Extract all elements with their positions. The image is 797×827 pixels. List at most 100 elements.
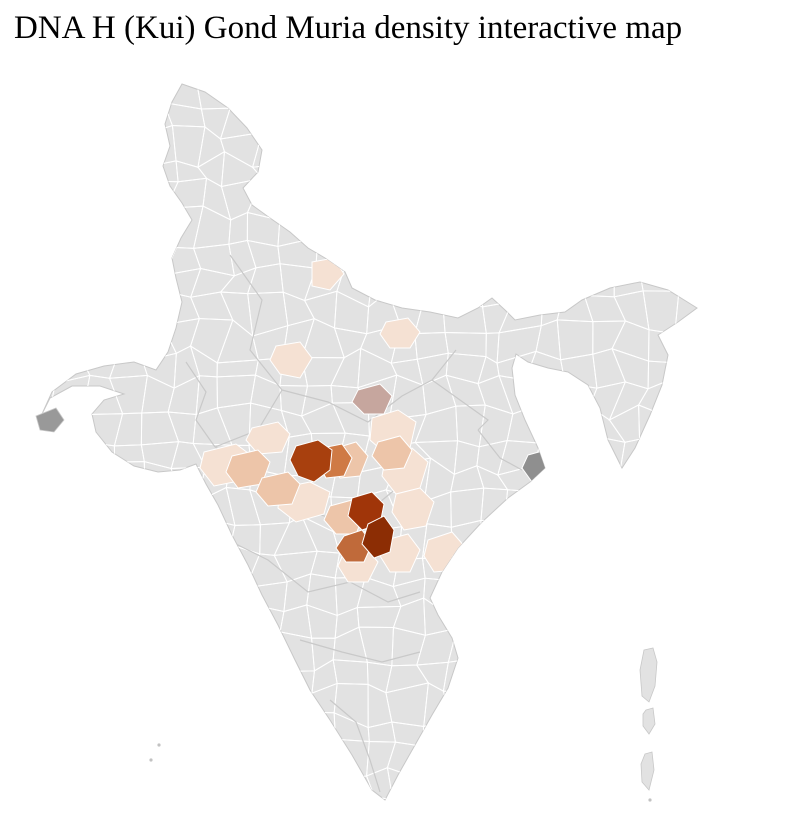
district-cell[interactable]: [138, 578, 176, 617]
district-cell[interactable]: [136, 635, 179, 661]
district-cell[interactable]: [444, 579, 476, 614]
district-cell[interactable]: [671, 542, 697, 585]
district-cell[interactable]: [48, 688, 86, 720]
district-cell[interactable]: [502, 543, 544, 577]
district-cell[interactable]: [26, 741, 55, 774]
district-cell[interactable]: [364, 242, 394, 273]
andaman-south[interactable]: [640, 751, 655, 791]
district-cell[interactable]: [695, 468, 735, 495]
district-cell[interactable]: [386, 797, 426, 827]
district-cell[interactable]: [133, 293, 178, 331]
district-cell[interactable]: [499, 605, 544, 639]
district-cell[interactable]: [497, 96, 530, 139]
district-cell[interactable]: [79, 607, 118, 644]
district-cell[interactable]: [700, 439, 726, 473]
district-cell[interactable]: [105, 320, 144, 363]
district-cell[interactable]: [525, 74, 568, 103]
district-cell[interactable]: [560, 659, 588, 701]
district-cell[interactable]: [23, 150, 61, 197]
district-cell[interactable]: [104, 72, 144, 111]
district-cell[interactable]: [504, 514, 539, 555]
district-cell[interactable]: [511, 265, 544, 303]
district-cell[interactable]: [641, 569, 676, 614]
district-cell[interactable]: [676, 208, 701, 241]
district-cell[interactable]: [583, 660, 622, 690]
district-cell[interactable]: [442, 690, 476, 721]
district-cell[interactable]: [668, 352, 705, 381]
district-cell[interactable]: [177, 632, 203, 664]
district-cell[interactable]: [524, 379, 566, 407]
district-cell[interactable]: [118, 542, 148, 587]
district-cell[interactable]: [59, 190, 96, 215]
district-cell[interactable]: [28, 437, 63, 475]
district-cell[interactable]: [218, 804, 260, 827]
district-cell[interactable]: [618, 461, 643, 504]
district-cell[interactable]: [50, 607, 86, 644]
district-cell[interactable]: [584, 549, 620, 580]
district-cell[interactable]: [664, 684, 699, 724]
district-cell[interactable]: [90, 542, 124, 587]
district-cell[interactable]: [565, 603, 593, 645]
district-cell[interactable]: [309, 69, 347, 112]
district-cell[interactable]: [607, 100, 642, 128]
district-cell[interactable]: [421, 239, 447, 280]
district-cell[interactable]: [583, 710, 619, 748]
district-cell[interactable]: [163, 578, 204, 617]
district-cell[interactable]: [480, 739, 512, 784]
district-cell[interactable]: [637, 809, 676, 827]
district-cell[interactable]: [673, 237, 702, 268]
district-cell[interactable]: [333, 242, 376, 264]
district-cell[interactable]: [477, 777, 512, 801]
district-cell[interactable]: [421, 797, 452, 827]
district-cell[interactable]: [536, 741, 567, 780]
district-cell[interactable]: [477, 217, 508, 250]
district-cell[interactable]: [643, 608, 681, 638]
district-cell[interactable]: [618, 184, 655, 220]
district-cell[interactable]: [58, 462, 85, 489]
district-cell[interactable]: [693, 379, 738, 415]
district-cell[interactable]: [28, 356, 62, 384]
district-cell[interactable]: [304, 799, 346, 827]
district-cell[interactable]: [498, 665, 534, 699]
district-cell[interactable]: [249, 103, 286, 133]
district-cell[interactable]: [563, 513, 593, 557]
district-cell[interactable]: [640, 121, 682, 165]
district-cell[interactable]: [77, 741, 118, 782]
district-cell[interactable]: [246, 683, 281, 723]
district-cell[interactable]: [171, 654, 201, 697]
district-cell[interactable]: [27, 805, 63, 827]
district-cell[interactable]: [392, 209, 423, 245]
district-cell[interactable]: [583, 638, 627, 663]
district-cell[interactable]: [693, 412, 738, 449]
district-cell[interactable]: [91, 191, 114, 215]
district-cell[interactable]: [53, 771, 93, 808]
islands[interactable]: [35, 407, 658, 791]
district-cell[interactable]: [246, 662, 288, 692]
district-cell[interactable]: [695, 625, 725, 665]
district-cell[interactable]: [673, 599, 711, 638]
district-cell[interactable]: [25, 69, 63, 112]
district-cell[interactable]: [331, 98, 376, 131]
district-cell[interactable]: [417, 102, 457, 135]
district-cell[interactable]: [48, 655, 86, 699]
district-cell[interactable]: [593, 209, 621, 244]
district-cell[interactable]: [77, 718, 110, 749]
district-cell[interactable]: [610, 569, 649, 614]
district-cell[interactable]: [196, 583, 235, 602]
district-cell[interactable]: [692, 656, 732, 686]
district-cell[interactable]: [107, 153, 150, 193]
district-cell[interactable]: [277, 69, 318, 112]
district-cell[interactable]: [537, 543, 565, 588]
district-cell[interactable]: [553, 189, 596, 225]
district-cell[interactable]: [88, 774, 118, 809]
district-cell[interactable]: [693, 738, 737, 777]
district-cell[interactable]: [248, 771, 275, 804]
district-cell[interactable]: [639, 430, 683, 471]
district-cell[interactable]: [638, 462, 683, 503]
district-cell[interactable]: [470, 710, 503, 756]
district-cell[interactable]: [672, 486, 707, 521]
district-cell[interactable]: [585, 572, 612, 615]
district-cell[interactable]: [142, 489, 179, 520]
district-cell[interactable]: [251, 716, 282, 753]
district-cell[interactable]: [665, 738, 710, 777]
